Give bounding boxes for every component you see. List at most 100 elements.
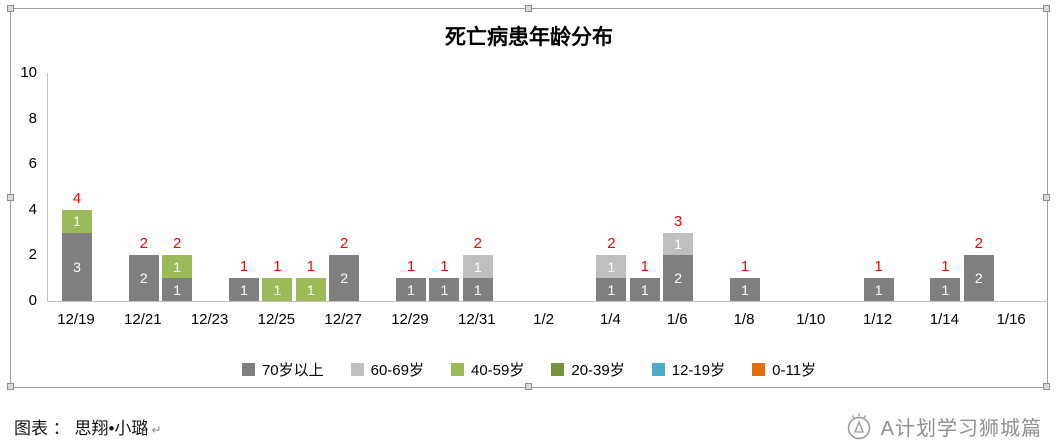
bar-segment: 1 [730,278,760,301]
selection-handle[interactable] [1043,194,1050,201]
y-axis-label: 2 [28,246,37,264]
selection-handle[interactable] [7,383,14,390]
bar: 1 [930,73,961,301]
legend-swatch [752,362,766,376]
bar-total-label: 1 [239,258,249,276]
x-axis-label: 1/12 [862,311,893,328]
bar-segment: 1 [62,209,92,233]
bar: 1 [262,73,293,301]
legend-label: 0-11岁 [772,361,817,379]
segment-value-label: 2 [674,270,683,287]
bar-segment: 1 [396,278,426,301]
legend-label: 20-39岁 [571,361,625,379]
segment-value-label: 1 [273,281,282,298]
bar-segment: 1 [162,255,193,279]
selection-handle[interactable] [1043,5,1050,12]
bar-segment: 1 [429,278,460,301]
bar-total-label: 2 [974,235,983,253]
brand: A计划学习狮城篇 [844,410,1042,442]
bar: 1 [629,73,660,301]
caption: 图表 ： 思翔•小璐 ↵ [14,414,161,439]
segment-value-label: 1 [473,281,482,298]
bar-total-label: 1 [640,258,649,276]
bar-total-label: 2 [607,235,616,253]
paragraph-mark-icon: ↵ [151,423,162,437]
bar-segment: 1 [663,232,694,256]
y-axis: 0 2 4 6 8 10 [11,64,43,309]
bar-segment: 1 [229,278,259,301]
segment-value-label: 2 [974,270,983,287]
segment-value-label: 1 [607,258,616,275]
y-axis-label: 10 [20,64,37,81]
bar-segment: 2 [663,255,694,301]
legend-swatch [451,362,464,376]
x-axis-label: 1/4 [599,311,621,328]
bar-segment: 1 [162,278,193,301]
caption-text: 图表 ： 思翔•小璐 [14,419,149,438]
bar: 1 [229,73,259,301]
legend-swatch [551,362,565,376]
x-axis-label: 12/19 [57,311,95,328]
legend-item: 40-59岁 [451,359,524,380]
legend-swatch [350,362,364,376]
x-axis: 12/19 12/21 12/23 12/25 12/27 12/29 12/31 1/2 1/… [47,311,1047,331]
bar-segment: 1 [930,278,961,301]
x-axis-label: 12/31 [458,311,496,328]
x-axis-label: 1/10 [796,311,826,328]
selection-handle[interactable] [1043,383,1050,390]
segment-value-label: 1 [674,236,683,252]
bar-total-label: 3 [674,212,683,230]
brand-text: A计划学习狮城篇 [880,417,1042,440]
x-axis-label: 12/27 [324,311,362,328]
legend-item: 0-11岁 [752,359,816,380]
y-axis-label: 0 [28,292,37,309]
bar-segment: 1 [596,255,627,279]
bar-segment: 1 [462,278,493,301]
x-axis-label: 12/25 [257,311,296,328]
bar-segment: 2 [329,255,360,301]
bar: 1 [396,73,426,301]
bar-total-label: 4 [72,189,82,207]
x-axis-label: 1/2 [533,311,555,328]
legend-item: 12-19岁 [651,359,726,380]
segment-value-label: 1 [473,258,482,275]
bar-segment: 1 [596,278,627,301]
bar: 1 [730,73,760,301]
legend-label: 12-19岁 [671,361,726,379]
legend-item: 60-69岁 [350,359,424,380]
segment-value-label: 1 [73,213,81,230]
bar-total-label: 1 [941,258,950,276]
bar: 1 [429,73,460,301]
brand-logo-icon [844,410,874,442]
x-axis-label: 12/21 [124,311,162,328]
legend-label: 70岁以上 [261,361,324,379]
bar-total-label: 1 [874,258,883,276]
y-axis-label: 4 [28,200,37,218]
x-axis-label: 12/23 [190,311,229,328]
legend-swatch [241,362,255,376]
selection-handle[interactable] [525,5,532,12]
bar-total-label: 2 [473,235,482,253]
selection-handle[interactable] [525,383,532,390]
bar-segment: 3 [62,232,92,301]
bar-total-label: 1 [306,258,315,276]
segment-value-label: 2 [139,270,148,287]
selection-handle[interactable] [7,194,14,201]
segment-value-label: 1 [607,281,616,298]
bar-segment: 2 [963,255,994,301]
segment-value-label: 1 [173,258,182,275]
selection-handle[interactable] [7,5,14,12]
bar-total-label: 2 [340,235,349,253]
segment-value-label: 1 [407,281,415,298]
bar-total-label: 2 [173,235,182,253]
segment-value-label: 1 [741,281,749,298]
segment-value-label: 1 [173,281,182,298]
bar: 1 [295,73,326,301]
